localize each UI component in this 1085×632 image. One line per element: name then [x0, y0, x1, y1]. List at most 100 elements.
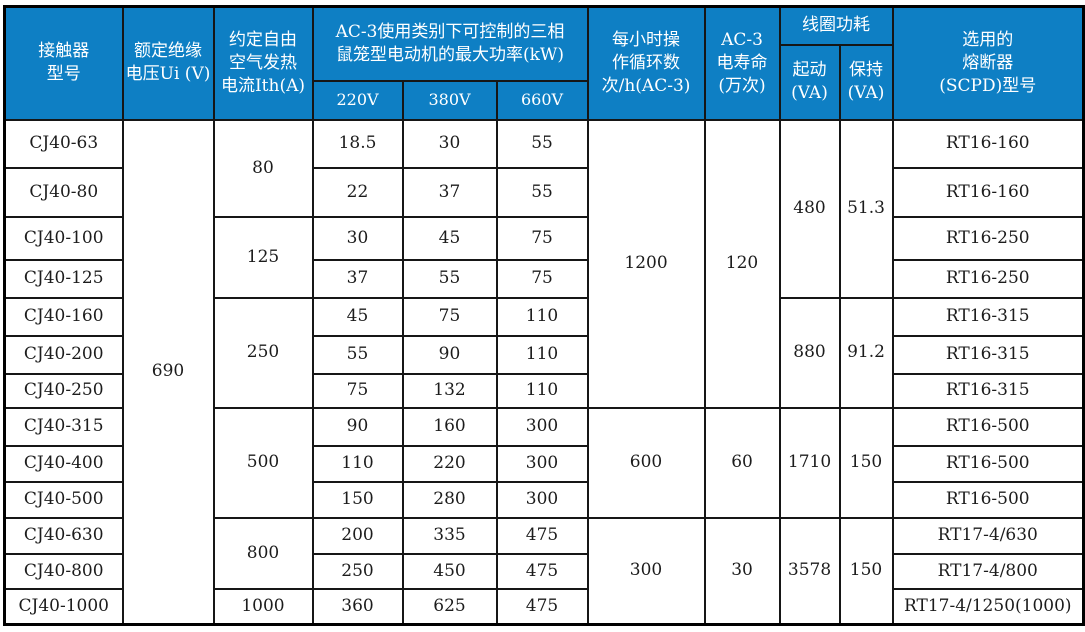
value-cell: 80 — [212, 118, 314, 218]
value-cell: 90 — [401, 334, 498, 375]
value-cell: 1200 — [586, 118, 706, 409]
fuse-cell: RT16-500 — [891, 444, 1085, 483]
value-cell: 800 — [212, 516, 314, 590]
value-cell: 30 — [703, 516, 781, 626]
fuse-cell: RT16-160 — [891, 166, 1085, 218]
value-cell: 110 — [495, 372, 589, 409]
value-cell: 1710 — [778, 406, 841, 519]
col-header-cycles-per-hour: 每小时操 作循环数 次/h(AC-3) — [586, 5, 706, 121]
header-row-3: 220V 380V 660V — [5, 79, 1084, 121]
value-cell: 220 — [401, 444, 498, 483]
model-cell: CJ40-80 — [3, 166, 124, 218]
table-row: CJ40-125 37 55 75 RT16-250 — [3, 258, 1085, 299]
value-cell: 37 — [311, 258, 404, 299]
value-cell: 125 — [212, 215, 314, 299]
col-header-thermal-current: 约定自由 空气发热 电流Ith(A) — [212, 5, 314, 121]
value-cell: 30 — [311, 215, 404, 261]
value-cell: 300 — [495, 480, 589, 519]
model-cell: CJ40-800 — [3, 552, 124, 590]
col-header-220v: 220V — [311, 79, 404, 121]
col-header-coil-hold: 保持 (VA) — [838, 43, 894, 121]
col-header-model: 接触器 型号 — [3, 5, 124, 121]
table-row: CJ40-500 150 280 300 RT16-500 — [3, 480, 1085, 519]
value-cell: 3578 — [778, 516, 841, 626]
value-cell: 600 — [586, 406, 706, 519]
value-cell: 45 — [401, 215, 498, 261]
value-cell: 90 — [311, 406, 404, 447]
fuse-cell: RT17-4/800 — [891, 552, 1085, 590]
model-cell: CJ40-160 — [3, 296, 124, 337]
table-row: CJ40-400 110 220 300 RT16-500 — [3, 444, 1085, 483]
value-cell: 110 — [495, 334, 589, 375]
value-cell: 75 — [495, 258, 589, 299]
model-cell: CJ40-1000 — [3, 587, 124, 626]
fuse-cell: RT17-4/1250(1000) — [891, 587, 1085, 626]
value-cell: 200 — [311, 516, 404, 555]
value-cell: 37 — [401, 166, 498, 218]
value-cell: 55 — [495, 166, 589, 218]
col-header-ac3-power-group: AC-3使用类别下可控制的三相 鼠笼型电动机的最大功率(kW) — [311, 5, 589, 82]
header-row-2: 起动 (VA) 保持 (VA) — [5, 43, 1084, 121]
value-cell: 480 — [778, 118, 841, 299]
value-cell: 300 — [495, 406, 589, 447]
value-cell: 690 — [121, 118, 215, 626]
model-cell: CJ40-125 — [3, 258, 124, 299]
contactor-spec-table: 接触器 型号 额定绝缘 电压Ui (V) 约定自由 空气发热 电流Ith(A) … — [3, 5, 1085, 626]
value-cell: 475 — [495, 587, 589, 626]
value-cell: 300 — [586, 516, 706, 626]
value-cell: 120 — [703, 118, 781, 409]
table-row: CJ40-160 250 45 75 110 880 91.2 RT16-315 — [3, 296, 1085, 409]
col-header-fuse: 选用的 熔断器 (SCPD)型号 — [891, 5, 1085, 121]
fuse-cell: RT16-315 — [891, 334, 1085, 375]
header-row-1: 接触器 型号 额定绝缘 电压Ui (V) 约定自由 空气发热 电流Ith(A) … — [3, 5, 1085, 121]
value-cell: 280 — [401, 480, 498, 519]
value-cell: 450 — [401, 552, 498, 590]
model-cell: CJ40-315 — [3, 406, 124, 447]
value-cell: 30 — [401, 118, 498, 169]
value-cell: 45 — [311, 296, 404, 337]
fuse-cell: RT16-315 — [891, 372, 1085, 409]
value-cell: 300 — [495, 444, 589, 483]
col-header-electrical-life: AC-3 电寿命 (万次) — [703, 5, 781, 121]
model-cell: CJ40-630 — [3, 516, 124, 555]
table-row: CJ40-315 500 90 160 300 600 60 1710 150 RT16-500 — [3, 406, 1085, 519]
value-cell: 55 — [311, 334, 404, 375]
model-cell: CJ40-63 — [3, 118, 124, 169]
table-row: CJ40-800 250 450 475 RT17-4/800 — [3, 552, 1085, 590]
value-cell: 250 — [311, 552, 404, 590]
value-cell: 150 — [838, 406, 894, 519]
table-row: CJ40-100 125 30 45 75 RT16-250 — [3, 215, 1085, 299]
value-cell: 160 — [401, 406, 498, 447]
fuse-cell: RT16-160 — [891, 118, 1085, 169]
table-row: CJ40-63 690 80 18.5 30 55 1200 120 480 51.3 RT16-1… — [3, 118, 1085, 626]
value-cell: 132 — [401, 372, 498, 409]
value-cell: 880 — [778, 296, 841, 409]
value-cell: 110 — [311, 444, 404, 483]
value-cell: 335 — [401, 516, 498, 555]
value-cell: 55 — [495, 118, 589, 169]
model-cell: CJ40-500 — [3, 480, 124, 519]
value-cell: 475 — [495, 552, 589, 590]
value-cell: 250 — [212, 296, 314, 409]
model-cell: CJ40-100 — [3, 215, 124, 261]
fuse-cell: RT16-500 — [891, 406, 1085, 447]
table-row: CJ40-630 800 200 335 475 300 30 3578 150 RT17-4/6… — [3, 516, 1085, 626]
table-row: CJ40-200 55 90 110 RT16-315 — [3, 334, 1085, 375]
fuse-cell: RT16-315 — [891, 296, 1085, 337]
table-header: 接触器 型号 额定绝缘 电压Ui (V) 约定自由 空气发热 电流Ith(A) … — [3, 5, 1085, 121]
value-cell: 150 — [311, 480, 404, 519]
model-cell: CJ40-400 — [3, 444, 124, 483]
value-cell: 51.3 — [838, 118, 894, 299]
table-body: CJ40-63 690 80 18.5 30 55 1200 120 480 51.3 RT16-1… — [3, 118, 1085, 626]
table-row: CJ40-1000 1000 360 625 475 RT17-4/1250(1000) — [3, 587, 1085, 626]
fuse-cell: RT16-250 — [891, 215, 1085, 261]
model-cell: CJ40-250 — [3, 372, 124, 409]
col-header-coil-power-group: 线圈功耗 — [778, 5, 894, 46]
fuse-cell: RT16-500 — [891, 480, 1085, 519]
fuse-cell: RT17-4/630 — [891, 516, 1085, 555]
col-header-rated-voltage: 额定绝缘 电压Ui (V) — [121, 5, 215, 121]
model-cell: CJ40-200 — [3, 334, 124, 375]
value-cell: 75 — [495, 215, 589, 261]
col-header-coil-start: 起动 (VA) — [778, 43, 841, 121]
value-cell: 22 — [311, 166, 404, 218]
